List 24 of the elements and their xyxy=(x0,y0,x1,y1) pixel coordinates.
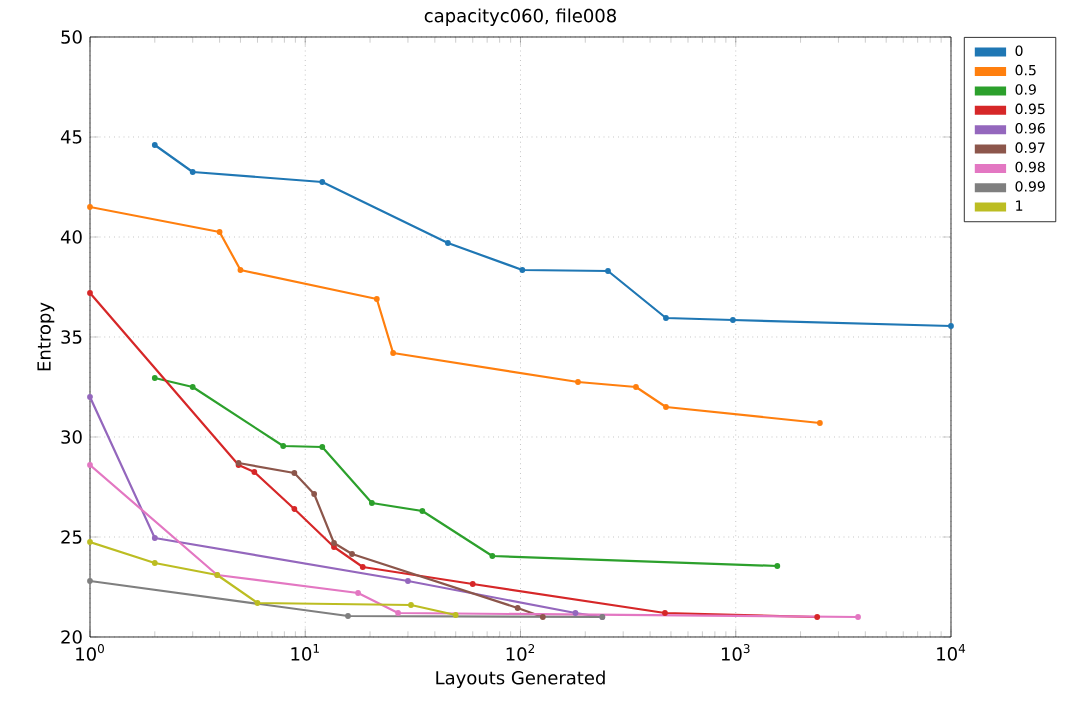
y-tick-label: 45 xyxy=(60,130,82,144)
legend-label: 0.96 xyxy=(1015,122,1045,134)
y-tick-label: 30 xyxy=(61,430,82,444)
chart-title: capacityc060, file008 xyxy=(424,8,616,26)
y-tick-label: 50 xyxy=(61,30,82,44)
legend-label: 0.99 xyxy=(1015,181,1045,192)
legend-label: 1 xyxy=(1016,200,1023,211)
legend-label: 0.95 xyxy=(1015,103,1045,115)
y-tick-label: 35 xyxy=(61,330,82,344)
legend-label: 0 xyxy=(1015,45,1023,56)
legend-label: 0.97 xyxy=(1015,142,1045,153)
x-tick-label: 10$^{4}$ xyxy=(937,644,966,661)
x-tick-label: 10$^{2}$ xyxy=(506,644,535,661)
x-axis-title: Layouts Generated xyxy=(436,670,605,689)
y-tick-label: 40 xyxy=(60,230,82,244)
y-tick-label: 20 xyxy=(61,630,82,644)
legend-label: 0.5 xyxy=(1015,64,1036,76)
x-tick-label: 10$^{3}$ xyxy=(721,644,750,661)
x-tick-label: 10$^{1}$ xyxy=(291,644,319,661)
y-axis-title: Entropy xyxy=(37,302,55,371)
legend-label: 0.98 xyxy=(1015,161,1045,173)
legend-label: 0.9 xyxy=(1015,84,1036,95)
x-tick-label: 10$^{0}$ xyxy=(76,644,104,661)
y-tick-label: 25 xyxy=(61,530,82,544)
